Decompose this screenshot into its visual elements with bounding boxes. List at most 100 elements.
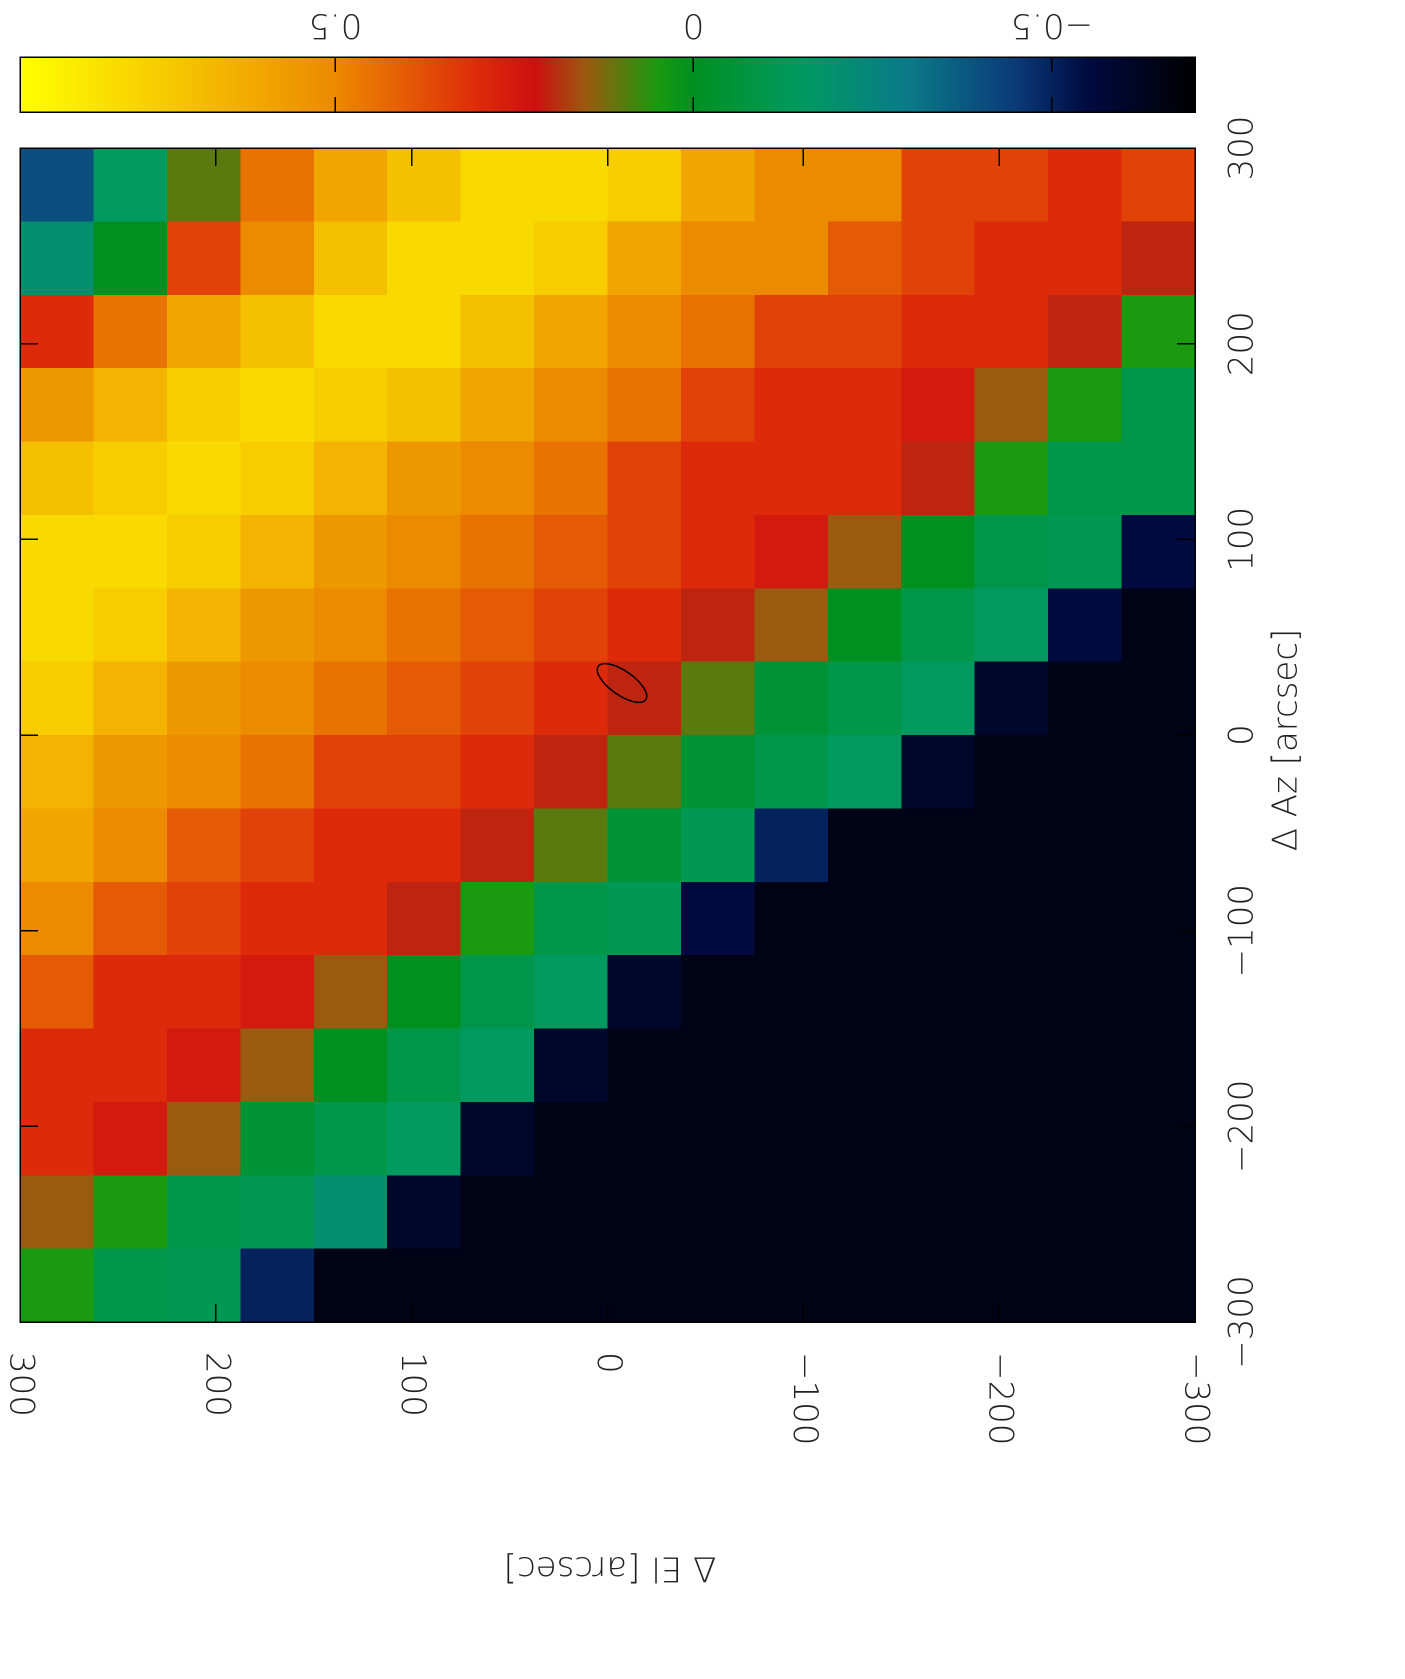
heatmap-cell: [313, 294, 388, 369]
heatmap-cell: [387, 1028, 462, 1103]
heatmap-cell: [534, 735, 608, 809]
heatmap-cell: [974, 588, 1049, 663]
heatmap-cell: [1121, 294, 1196, 369]
heatmap-cell: [313, 1101, 388, 1176]
y-tick-label: −100: [1222, 884, 1262, 977]
heatmap-cell: [313, 808, 388, 883]
heatmap-cell: [901, 661, 976, 736]
heatmap-cell: [901, 588, 976, 663]
heatmap-cell: [827, 368, 902, 442]
heatmap-cell: [974, 661, 1049, 736]
heatmap-cell: [166, 881, 241, 956]
heatmap-cell: [1048, 1028, 1123, 1103]
heatmap-cell: [1048, 148, 1123, 222]
heatmap-cell: [387, 588, 462, 663]
heatmap-cell: [680, 1175, 755, 1250]
heatmap-cell: [166, 514, 241, 589]
heatmap-cell: [1121, 955, 1196, 1029]
heatmap-cell: [93, 735, 168, 809]
heatmap-cell: [20, 514, 94, 589]
heatmap-cell: [754, 588, 829, 663]
heatmap-cell: [313, 514, 388, 589]
heatmap-cell: [827, 294, 902, 369]
heatmap-cell: [1048, 514, 1123, 589]
heatmap-cell: [607, 1101, 682, 1176]
heatmap-cell: [901, 735, 976, 809]
heatmap-cell: [460, 368, 535, 442]
heatmap-cell: [1121, 221, 1196, 296]
x-tick-label: 0: [589, 1352, 629, 1374]
heatmap-cell: [680, 514, 755, 589]
heatmap-cell: [93, 514, 168, 589]
heatmap-cell: [1048, 955, 1123, 1029]
heatmap-cell: [93, 1101, 168, 1176]
heatmap-cell: [20, 148, 94, 222]
heatmap-cell: [1048, 221, 1123, 296]
heatmap-cell: [974, 294, 1049, 369]
heatmap-cell: [974, 1175, 1049, 1250]
heatmap-cell: [680, 808, 755, 883]
heatmap-cell: [313, 588, 388, 663]
heatmap-cell: [240, 148, 315, 222]
heatmap-cell: [460, 735, 535, 809]
heatmap-cell: [460, 148, 535, 222]
heatmap-cell: [534, 881, 608, 956]
heatmap-cell: [1121, 735, 1196, 809]
heatmap-cell: [387, 661, 462, 736]
heatmap-cell: [166, 1101, 241, 1176]
heatmap-cell: [20, 735, 94, 809]
y-tick-label: 200: [1222, 311, 1262, 376]
heatmap-cell: [1121, 1175, 1196, 1250]
heatmap-cell: [607, 1248, 682, 1323]
heatmap-cell: [313, 221, 388, 296]
heatmap-cell: [827, 808, 902, 883]
heatmap-cell: [20, 294, 94, 369]
heatmap-cell: [387, 735, 462, 809]
heatmap-cell: [1048, 294, 1123, 369]
heatmap-cell: [93, 148, 168, 222]
heatmap-cell: [607, 441, 682, 516]
heatmap-cell: [387, 955, 462, 1029]
colorbar-tick-label: 0: [683, 6, 705, 46]
x-tick-label: 100: [393, 1352, 433, 1417]
heatmap-cell: [1121, 514, 1196, 589]
heatmap-cell: [607, 588, 682, 663]
heatmap-cell: [827, 441, 902, 516]
heatmap-cell: [534, 1248, 608, 1323]
heatmap-cell: [534, 661, 608, 736]
heatmap-cell: [1048, 1175, 1123, 1250]
heatmap-cell: [607, 881, 682, 956]
heatmap-cell: [460, 1101, 535, 1176]
heatmap-cell: [1048, 368, 1123, 442]
heatmap-cell: [680, 221, 755, 296]
heatmap-cell: [534, 368, 608, 442]
heatmap-cell: [901, 808, 976, 883]
heatmap-cell: [387, 441, 462, 516]
heatmap-cell: [680, 1101, 755, 1176]
heatmap-cell: [387, 1101, 462, 1176]
heatmap-cell: [1121, 881, 1196, 956]
heatmap-cell: [460, 588, 535, 663]
heatmap-cell: [974, 1248, 1049, 1323]
heatmap-cell: [313, 1028, 388, 1103]
x-tick-label: −200: [981, 1352, 1021, 1445]
heatmap-cell: [754, 1101, 829, 1176]
heatmap-cell: [240, 1175, 315, 1250]
heatmap-cell: [166, 955, 241, 1029]
heatmap-cell: [240, 735, 315, 809]
heatmap-cell: [93, 1175, 168, 1250]
y-tick-label: −300: [1222, 1275, 1262, 1368]
heatmap-cell: [534, 441, 608, 516]
heatmap-cell: [166, 221, 241, 296]
heatmap-cell: [460, 955, 535, 1029]
heatmap-cell: [93, 955, 168, 1029]
heatmap-cell: [1048, 735, 1123, 809]
heatmap-cell: [901, 148, 976, 222]
heatmap-cell: [1121, 441, 1196, 516]
heatmap-cell: [901, 294, 976, 369]
heatmap-cell: [1121, 1248, 1196, 1323]
heatmap-cell: [754, 881, 829, 956]
heatmap-cell: [901, 368, 976, 442]
heatmap-cell: [974, 221, 1049, 296]
y-tick-label: −200: [1222, 1080, 1262, 1173]
